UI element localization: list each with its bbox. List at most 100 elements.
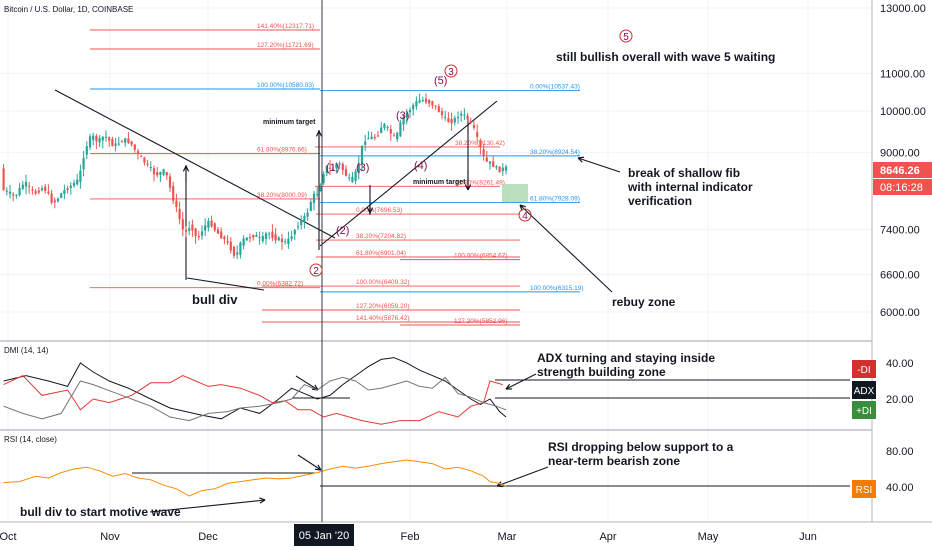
candle-body xyxy=(402,116,405,125)
candle-body xyxy=(133,144,136,150)
candle-body xyxy=(15,194,18,196)
min-target-label-2: minimum target xyxy=(413,179,466,186)
dmi-badge-1 xyxy=(852,381,876,399)
candle-body xyxy=(207,220,210,228)
fib-ext-127-label: 127.20%(6059.20) xyxy=(356,303,410,310)
candle-body xyxy=(373,136,376,139)
candle-body xyxy=(293,229,296,235)
circled-wave-label: 2 xyxy=(313,266,319,277)
candle-body xyxy=(248,237,252,239)
countdown-badge xyxy=(873,179,932,195)
rsi-bull-div-label: bull div to start motive wave xyxy=(20,505,181,519)
candle-body xyxy=(364,141,367,145)
candle-body xyxy=(405,112,408,118)
candle-body xyxy=(69,185,72,189)
candle-body xyxy=(197,235,200,238)
price-tick-label: 13000.00 xyxy=(880,3,926,15)
candle-body xyxy=(284,241,287,243)
candle-body xyxy=(95,135,98,142)
time-tick-label: Oct xyxy=(0,531,17,543)
drawings[interactable] xyxy=(54,89,850,513)
price-tick-label: 9000.00 xyxy=(880,148,920,160)
rebuy-zone-box xyxy=(502,184,528,202)
candle-body xyxy=(232,247,236,256)
arrow-wave-down-head xyxy=(366,207,374,214)
time-tick-label: Apr xyxy=(599,531,616,543)
candle-body xyxy=(146,163,149,165)
candle-body xyxy=(21,184,24,189)
dmi-pane[interactable]: DMI (14, 14) xyxy=(3,346,507,425)
candle-body xyxy=(312,193,316,204)
rsi-title: RSI (14, close) xyxy=(4,435,57,444)
candle-body xyxy=(63,189,66,195)
rsi-tick-label: 40.00 xyxy=(886,482,914,494)
candle-body xyxy=(325,165,328,174)
minus-di-line xyxy=(3,374,503,425)
candle-body xyxy=(220,231,223,239)
candle-body xyxy=(495,166,498,168)
candle-body xyxy=(5,190,8,192)
candle-body xyxy=(47,191,50,194)
candle-body xyxy=(472,125,476,128)
candle-body xyxy=(476,132,479,137)
candle-body xyxy=(408,110,412,113)
time-tick-label: Jun xyxy=(799,531,817,543)
still-bullish-label: still bullish overall with wave 5 waitin… xyxy=(556,50,775,64)
arrow-rsi-cross-head xyxy=(314,464,322,471)
rsi-badge xyxy=(852,480,876,498)
candle-body xyxy=(428,99,431,104)
candle-body xyxy=(412,105,415,110)
candle-body xyxy=(258,237,261,239)
candle-body xyxy=(44,186,47,191)
dmi-title: DMI (14, 14) xyxy=(4,346,49,355)
candle-body xyxy=(306,212,309,217)
candle-body xyxy=(492,161,495,168)
candle-body xyxy=(322,174,325,184)
arrow-wave4-down-head xyxy=(464,184,472,191)
crosshair-date-badge xyxy=(294,524,354,546)
fib-retracements[interactable]: 141.40%(12317.71) 127.20%(11721.69) 100.00… xyxy=(90,23,584,326)
candle-body xyxy=(24,181,28,187)
candle-body xyxy=(290,236,293,239)
rsi-pane[interactable]: RSI (14, close) xyxy=(3,435,507,497)
annotation-labels: minimum target minimum target bull div stil… xyxy=(20,29,775,519)
candle-body xyxy=(184,229,188,232)
symbol-title: Bitcoin / U.S. Dollar, 1D, COINBASE xyxy=(4,5,133,14)
candle-body xyxy=(108,137,111,141)
fib-w3-127-label: 127.20%(5852.96) xyxy=(454,318,508,325)
dmi-badge-2 xyxy=(852,401,876,419)
candle-body xyxy=(418,100,421,103)
candle-body xyxy=(309,201,312,211)
candle-body xyxy=(271,231,274,239)
wave-circle xyxy=(518,208,532,222)
candle-body xyxy=(447,118,450,123)
arrow-rebuy xyxy=(519,204,613,293)
fib-blue-100-label: 100.00%(6315.19) xyxy=(530,285,584,292)
candle-body xyxy=(229,241,232,251)
price-candles[interactable] xyxy=(2,93,508,260)
candle-body xyxy=(236,252,239,255)
candle-body xyxy=(53,200,56,203)
candle-body xyxy=(255,234,258,237)
candle-body xyxy=(18,187,21,196)
candle-body xyxy=(239,242,242,255)
wave-circle xyxy=(619,29,633,43)
candle-body xyxy=(437,106,440,113)
candle-body xyxy=(456,117,460,119)
dmi-note: ADX turning and staying inside xyxy=(537,351,715,365)
price-tick-label: 7400.00 xyxy=(880,225,920,237)
wave-circle xyxy=(444,64,458,78)
candle-body xyxy=(120,141,124,143)
candle-body xyxy=(76,179,79,185)
candle-body xyxy=(88,136,92,148)
candle-body xyxy=(332,168,335,170)
time-axis[interactable]: Oct Nov Dec 05 Jan '20 Feb Mar Apr May Jun xyxy=(0,524,817,546)
price-axis[interactable]: 13000.00 11000.00 10000.00 9000.00 7400.00 66… xyxy=(852,3,932,498)
candle-body xyxy=(168,176,172,188)
fib-w4-618-label: 61.80%(8261.49) xyxy=(455,179,505,186)
dmi-tick-label: 40.00 xyxy=(886,358,914,370)
circled-wave-label: 4 xyxy=(522,211,528,222)
candle-body xyxy=(159,172,162,175)
arrow-break-fib-head xyxy=(577,156,585,163)
